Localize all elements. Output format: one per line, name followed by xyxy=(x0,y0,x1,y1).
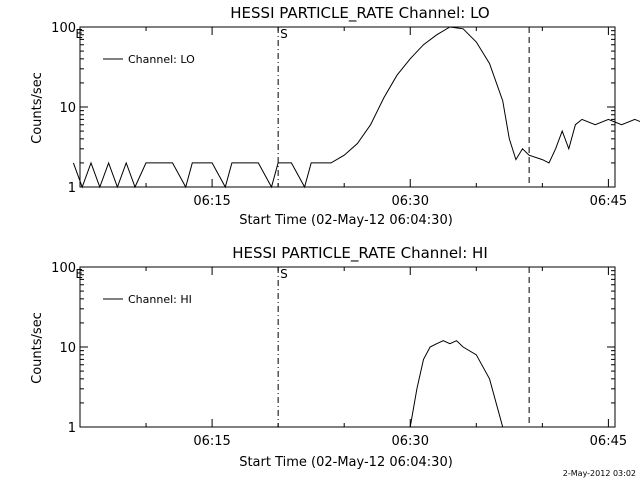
top-chart-title: HESSI PARTICLE_RATE Channel: LO xyxy=(230,4,489,23)
bottom-y-tick-label: 10 xyxy=(59,341,76,356)
top-marker-label: S xyxy=(280,27,288,41)
bottom-x-tick-label: 06:15 xyxy=(193,434,230,449)
bottom-plot-frame xyxy=(79,266,616,428)
top-x-axis-label: Start Time (02-May-12 06:04:30) xyxy=(239,213,453,228)
bottom-x-tick-label: 06:30 xyxy=(392,434,429,449)
top-y-axis-label: Counts/sec xyxy=(30,72,45,144)
top-series-line xyxy=(72,26,640,189)
top-legend-label: Channel: LO xyxy=(128,53,195,66)
top-y-tick-label: 100 xyxy=(51,21,76,36)
top-x-tick-label: 06:15 xyxy=(193,194,230,209)
bottom-marker-label: E xyxy=(75,267,83,281)
bottom-chart-title: HESSI PARTICLE_RATE Channel: HI xyxy=(232,244,488,263)
top-y-tick-label: 1 xyxy=(68,181,76,196)
top-marker-label: E xyxy=(75,27,83,41)
bottom-y-tick-label: 1 xyxy=(68,421,76,436)
bottom-series-line xyxy=(409,340,504,428)
top-x-tick-label: 06:45 xyxy=(590,194,627,209)
bottom-legend-label: Channel: HI xyxy=(128,293,192,306)
top-x-tick-label: 06:30 xyxy=(392,194,429,209)
footer-timestamp: 2-May-2012 03:02 xyxy=(563,469,636,478)
chart-plot-layers: 06:1506:3006:4507:0007:1507:30110100ESE0… xyxy=(51,21,640,449)
bottom-x-tick-label: 06:45 xyxy=(590,434,627,449)
top-y-tick-label: 10 xyxy=(59,101,76,116)
bottom-marker-label: S xyxy=(280,267,288,281)
bottom-y-tick-label: 100 xyxy=(51,261,76,276)
bottom-y-axis-label: Counts/sec xyxy=(30,312,45,384)
bottom-x-axis-label: Start Time (02-May-12 06:04:30) xyxy=(239,455,453,470)
